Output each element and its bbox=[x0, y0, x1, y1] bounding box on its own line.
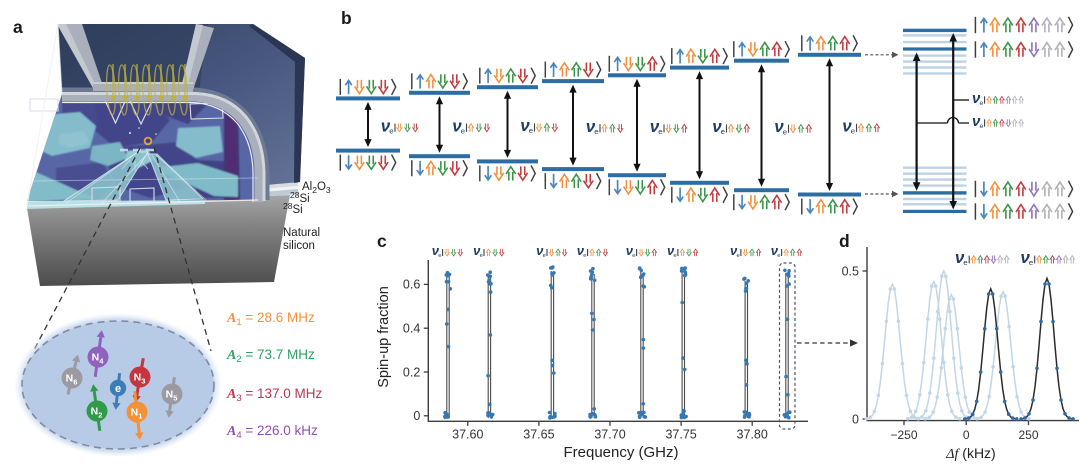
svg-text:e: e bbox=[461, 126, 465, 135]
svg-text:ν: ν bbox=[771, 243, 779, 258]
svg-text:0: 0 bbox=[963, 428, 970, 442]
svg-text:e: e bbox=[632, 253, 636, 259]
svg-text:b: b bbox=[341, 8, 352, 28]
svg-text:e: e bbox=[389, 126, 393, 135]
svg-text:ν: ν bbox=[473, 243, 481, 258]
svg-text:37.60: 37.60 bbox=[452, 428, 483, 442]
svg-text:e: e bbox=[583, 253, 587, 259]
svg-text:ν: ν bbox=[955, 248, 965, 267]
svg-text:ν: ν bbox=[730, 243, 738, 258]
svg-text:c: c bbox=[377, 231, 387, 251]
svg-text:silicon: silicon bbox=[283, 240, 315, 252]
svg-text:e: e bbox=[674, 253, 678, 259]
svg-text:ν: ν bbox=[432, 243, 440, 258]
svg-text:ν: ν bbox=[650, 117, 660, 136]
svg-text:e: e bbox=[543, 253, 547, 259]
svg-text:e: e bbox=[980, 123, 984, 130]
svg-text:e: e bbox=[783, 127, 787, 136]
svg-text:e: e bbox=[777, 253, 781, 259]
svg-text:ν: ν bbox=[712, 117, 722, 136]
svg-text:0.6: 0.6 bbox=[403, 278, 420, 292]
svg-text:0.2: 0.2 bbox=[403, 365, 420, 379]
svg-text:e: e bbox=[1029, 258, 1033, 267]
svg-text:37.75: 37.75 bbox=[665, 428, 696, 442]
svg-text:e: e bbox=[963, 258, 967, 267]
svg-text:ν: ν bbox=[774, 117, 784, 136]
svg-text:0: 0 bbox=[852, 412, 859, 426]
svg-text:N6: N6 bbox=[66, 373, 78, 387]
svg-text:d: d bbox=[839, 231, 850, 251]
svg-text:ν: ν bbox=[626, 243, 634, 258]
svg-text:ν: ν bbox=[972, 90, 981, 107]
svg-text:Δf (kHz): Δf (kHz) bbox=[945, 445, 995, 462]
svg-text:ν: ν bbox=[577, 243, 585, 258]
svg-text:37.80: 37.80 bbox=[737, 428, 768, 442]
svg-text:−250: −250 bbox=[890, 428, 917, 442]
svg-text:N2: N2 bbox=[91, 406, 103, 420]
svg-text:Natural: Natural bbox=[283, 227, 320, 239]
svg-text:ν: ν bbox=[381, 116, 391, 135]
svg-text:e: e bbox=[721, 127, 725, 136]
svg-text:ν: ν bbox=[842, 116, 852, 135]
svg-text:0.4: 0.4 bbox=[403, 322, 420, 336]
svg-text:e: e bbox=[529, 126, 533, 135]
svg-text:0: 0 bbox=[413, 409, 420, 423]
svg-text:37.70: 37.70 bbox=[594, 428, 625, 442]
svg-text:ν: ν bbox=[972, 113, 981, 130]
svg-text:ν: ν bbox=[667, 243, 675, 258]
svg-text:Frequency (GHz): Frequency (GHz) bbox=[563, 444, 678, 461]
svg-text:ν: ν bbox=[1020, 248, 1030, 267]
svg-text:Al2O3: Al2O3 bbox=[302, 181, 331, 195]
svg-text:A2 = 73.7 MHz: A2 = 73.7 MHz bbox=[226, 347, 315, 365]
svg-text:e: e bbox=[115, 383, 121, 395]
svg-text:e: e bbox=[737, 253, 741, 259]
svg-text:ν: ν bbox=[586, 117, 596, 136]
svg-text:A4 = 226.0 kHz: A4 = 226.0 kHz bbox=[226, 423, 318, 441]
svg-text:250: 250 bbox=[1018, 428, 1038, 442]
svg-text:e: e bbox=[594, 127, 598, 136]
svg-text:A1 = 28.6 MHz: A1 = 28.6 MHz bbox=[226, 310, 315, 328]
svg-text:ν: ν bbox=[536, 243, 544, 258]
svg-text:e: e bbox=[980, 100, 984, 107]
svg-text:N5: N5 bbox=[166, 389, 178, 403]
svg-text:A3 = 137.0 MHz: A3 = 137.0 MHz bbox=[226, 386, 323, 404]
svg-text:e: e bbox=[438, 253, 442, 259]
svg-text:ν: ν bbox=[520, 116, 530, 135]
svg-text:e: e bbox=[658, 127, 662, 136]
svg-text:N3: N3 bbox=[134, 372, 146, 386]
svg-text:Spin-up fraction: Spin-up fraction bbox=[376, 286, 392, 388]
svg-text:ν: ν bbox=[452, 116, 462, 135]
svg-text:N1: N1 bbox=[131, 407, 143, 421]
svg-text:a: a bbox=[13, 17, 23, 37]
svg-text:37.65: 37.65 bbox=[523, 428, 554, 442]
svg-text:0.5: 0.5 bbox=[842, 264, 859, 278]
svg-text:e: e bbox=[480, 253, 484, 259]
svg-text:e: e bbox=[851, 127, 855, 136]
